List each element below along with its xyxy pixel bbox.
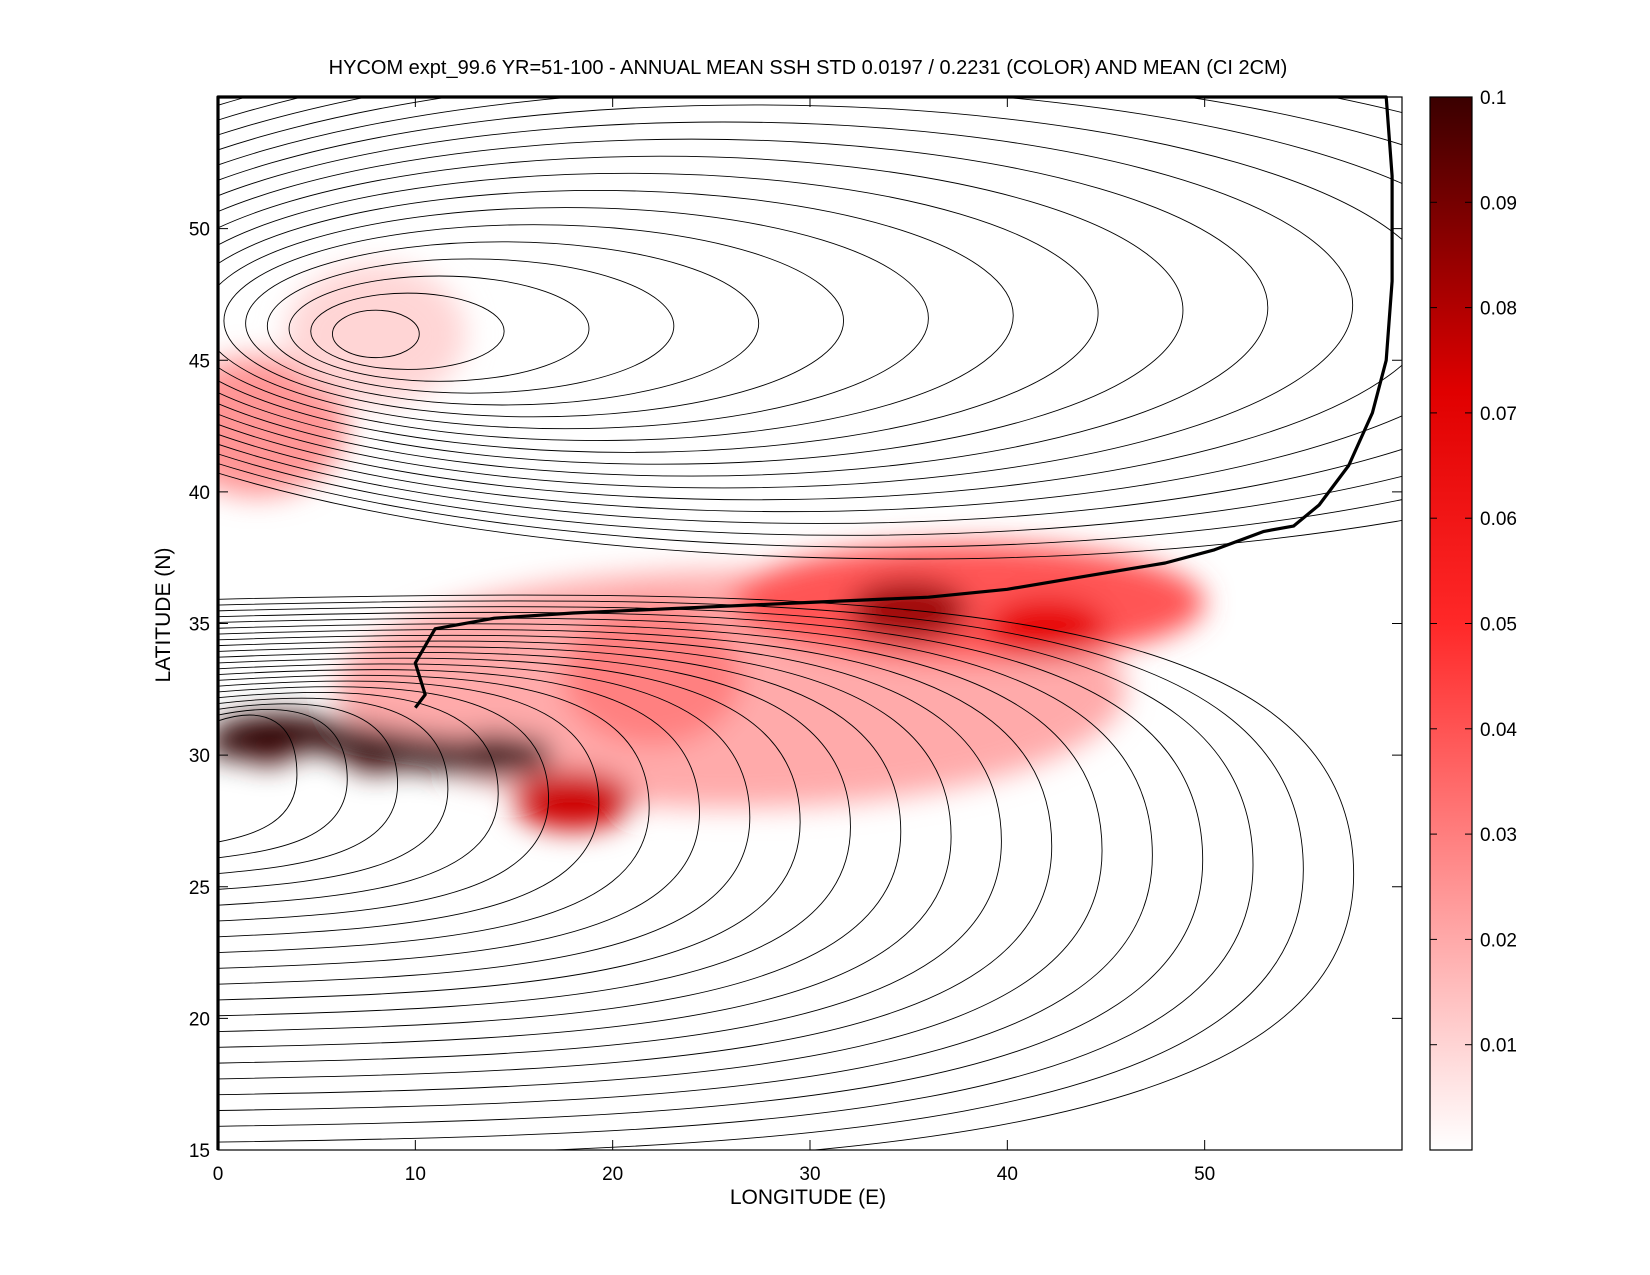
colorbar-tick-label: 0.02 [1480,930,1517,951]
colorbar-tick-label: 0.08 [1480,299,1517,320]
std-core [218,714,551,774]
colorbar-tick-label: 0.06 [1480,509,1517,530]
x-tick-label: 10 [405,1164,426,1185]
y-tick-label: 40 [189,483,210,504]
colorbar-tick-label: 0.04 [1480,720,1517,741]
mean-contour [218,669,700,969]
mean-contour [218,709,348,859]
mean-contour [218,714,298,843]
y-tick-label: 45 [189,351,210,372]
x-axis: 0 10 20 30 40 50 [213,97,1215,1185]
mean-contour [218,611,1204,1127]
mean-contour [266,258,675,394]
y-axis-title: LATITUDE (N) [152,548,175,683]
mean-contour [218,97,1402,536]
colorbar-tick-label: 0.07 [1480,404,1517,425]
colorbar-tick-label: 0.1 [1480,88,1506,109]
y-tick-label: 50 [189,220,210,241]
mean-contour [218,623,1103,1096]
mean-contour [218,686,549,922]
chart-title: HYCOM expt_99.6 YR=51-100 - ANNUAL MEAN … [329,57,1288,79]
colorbar-tick-label: 0.05 [1480,615,1517,636]
y-tick-label: 25 [189,878,210,899]
mean-contour [218,640,952,1048]
mean-contour [223,224,844,418]
mean-contour [288,275,590,382]
mean-contour [218,97,1402,560]
y-tick-label: 15 [189,1141,210,1162]
colorbar-tick-label: 0.01 [1480,1036,1517,1057]
x-tick-label: 40 [997,1164,1018,1185]
mean-contour [218,617,1153,1111]
mean-contour [218,97,1402,548]
mean-contour [218,674,650,954]
mean-contour [218,680,600,938]
mean-contour [218,207,929,430]
colorbar-tick-label: 0.09 [1480,193,1517,214]
mean-contour [218,652,851,1017]
x-tick-label: 30 [799,1164,820,1185]
mean-contour [218,190,1014,441]
x-axis-title: LONGITUDE (E) [730,1186,886,1209]
mean-contour [218,121,1353,489]
std-heatmap [218,263,1205,830]
mean-contour [218,138,1269,477]
mean-contour [218,646,902,1032]
mean-contour [218,97,1402,513]
x-tick-label: 50 [1194,1164,1215,1185]
mean-contour [218,600,1304,1150]
mean-contour [218,172,1099,453]
mean-contour [218,697,449,890]
std-blob [562,606,743,747]
y-tick-label: 20 [189,1009,210,1030]
y-axis: 15 20 25 30 35 40 45 50 [189,220,1402,1162]
mean-contour [218,634,1002,1064]
mean-contour [218,703,399,875]
std-blob [513,769,634,830]
mean-contour [218,657,801,1001]
plot-area [216,95,1403,1151]
x-tick-label: 20 [602,1164,623,1185]
zero-contour-line [216,95,1394,1150]
mean-contour [218,606,1254,1143]
colorbar: 0.01 0.02 0.03 0.04 0.05 0.06 0.07 0.08 0.09 0.1 [1429,88,1517,1151]
mean-contour [218,155,1184,465]
y-tick-label: 30 [189,746,210,767]
x-tick-label: 0 [213,1164,224,1185]
mean-contour [218,663,751,985]
mean-contour [332,309,420,359]
mean-contour [218,104,1402,501]
std-blob [285,263,466,404]
colorbar-tick-label: 0.03 [1480,825,1517,846]
mean-contour [218,629,1053,1080]
mean-contour [245,241,760,406]
mean-contour [218,97,1402,524]
mean-contour [310,292,505,370]
y-tick-label: 35 [189,615,210,636]
colorbar-ticks: 0.01 0.02 0.03 0.04 0.05 0.06 0.07 0.08 0.09 0.1 [1430,88,1517,1057]
mean-contour [218,691,499,906]
